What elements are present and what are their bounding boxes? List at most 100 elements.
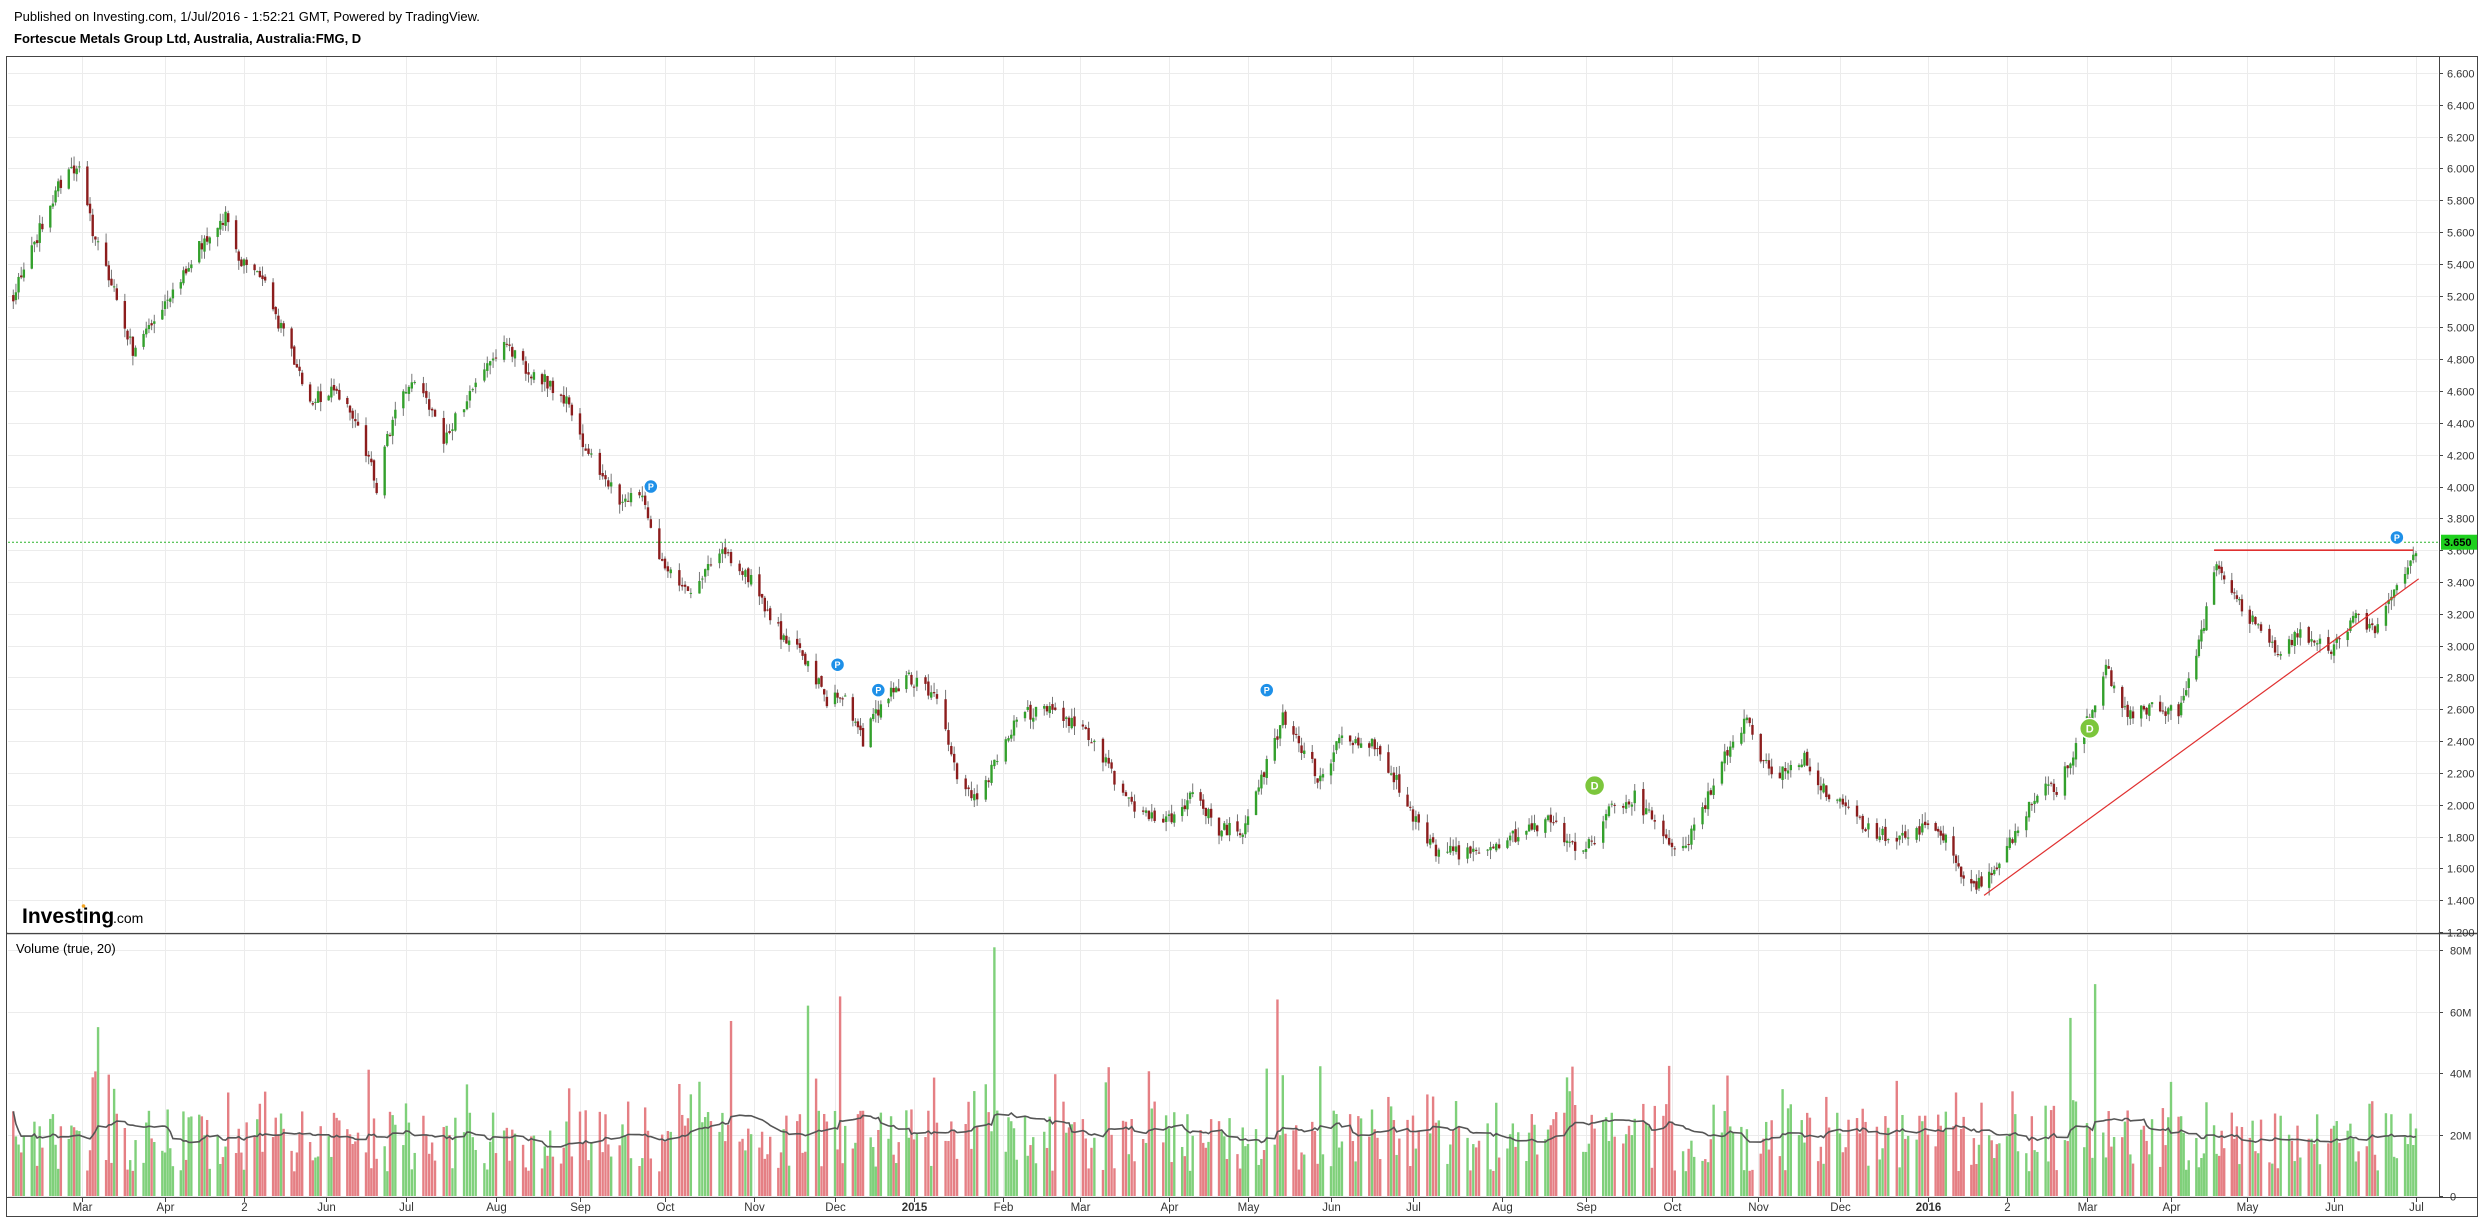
volume-bar — [1977, 1144, 1981, 1196]
candle-body — [910, 674, 913, 685]
event-marker-circle[interactable] — [870, 682, 887, 698]
candle-body — [182, 270, 185, 284]
candle-body — [1034, 706, 1038, 717]
candle-body — [2217, 565, 2221, 569]
candle — [261, 266, 264, 286]
event-marker-circle[interactable] — [1583, 774, 1606, 797]
candle-body — [1806, 751, 1809, 766]
candle — [2332, 640, 2336, 664]
candle — [2066, 765, 2069, 778]
candle-body — [2332, 644, 2336, 656]
event-markers[interactable]: P P P P D D P — [643, 478, 2405, 797]
candle — [1273, 728, 1276, 764]
event-marker-d[interactable]: D — [1583, 774, 1606, 797]
candle — [1881, 826, 1884, 840]
event-marker-p[interactable]: P — [1258, 682, 1275, 698]
candle-body — [587, 448, 590, 454]
candle-body — [604, 475, 607, 480]
volume-bar — [763, 1158, 766, 1196]
event-marker-circle[interactable] — [2389, 529, 2405, 546]
candle — [2276, 644, 2280, 658]
event-marker-p[interactable]: P — [829, 656, 846, 673]
volume-bar — [1527, 1132, 1531, 1196]
candle — [1110, 759, 1113, 774]
volume-bar — [2052, 1105, 2056, 1196]
candle — [2145, 706, 2148, 720]
event-marker-p[interactable]: P — [643, 478, 659, 495]
candle — [841, 696, 844, 707]
event-marker-circle[interactable] — [829, 656, 846, 673]
candle-body — [1546, 815, 1550, 821]
event-marker-circle[interactable] — [2078, 717, 2101, 740]
candle-body — [658, 528, 661, 560]
candle-body — [1622, 806, 1625, 808]
volume-bar — [134, 1140, 137, 1196]
event-marker-p[interactable]: P — [870, 682, 887, 698]
volume-bar — [1398, 1138, 1401, 1196]
candle-body — [1220, 830, 1223, 837]
candle — [1770, 758, 1773, 779]
candle-body — [1977, 877, 1981, 889]
event-marker-d[interactable]: D — [2078, 717, 2101, 740]
volume-bar — [2384, 1113, 2388, 1196]
volume-bar — [2251, 1120, 2254, 1196]
event-marker-circle[interactable] — [643, 478, 659, 495]
candle-body — [483, 369, 486, 381]
volume-bar — [277, 1134, 280, 1196]
volume-bar — [2069, 1017, 2072, 1196]
volume-bar — [930, 1165, 933, 1196]
candle-body — [686, 586, 690, 591]
time-tick-label: Sep — [1576, 1202, 1596, 1214]
volume-bar — [2223, 1148, 2226, 1196]
candle-body — [1406, 794, 1409, 807]
event-marker-circle[interactable] — [1258, 682, 1275, 698]
candle — [2008, 829, 2011, 850]
candle-body — [1759, 733, 1762, 762]
candle-body — [1954, 855, 1958, 863]
volume-bar — [1446, 1163, 1449, 1196]
candle-body — [1673, 848, 1676, 850]
candle — [35, 234, 39, 248]
candle-body — [2315, 643, 2319, 645]
volume-bar — [1593, 1128, 1596, 1196]
candle — [59, 175, 63, 194]
event-marker-p[interactable]: P — [2389, 529, 2405, 546]
candle-body — [486, 363, 489, 371]
candle-body — [766, 609, 769, 611]
candle — [2052, 778, 2056, 801]
candle — [1477, 847, 1481, 854]
trend-line[interactable] — [1983, 578, 2420, 896]
candle — [2392, 589, 2396, 607]
candle — [1370, 738, 1374, 749]
volume-bar — [749, 1134, 753, 1196]
volume-bar — [1624, 1134, 1628, 1196]
candle — [91, 208, 94, 243]
volume-bar — [505, 1127, 509, 1196]
candle — [445, 424, 448, 446]
candle — [729, 549, 733, 567]
volume-bar — [274, 1117, 277, 1196]
candle — [263, 274, 267, 283]
volume-bar — [486, 1169, 489, 1196]
volume-bar — [833, 1110, 837, 1196]
candle-body — [370, 458, 373, 463]
candle — [1624, 794, 1628, 814]
volume-bar — [2329, 1128, 2333, 1196]
volume-bar — [1414, 1148, 1418, 1196]
volume-bar — [567, 1088, 571, 1196]
volume-bar — [646, 1130, 650, 1196]
candle — [2030, 802, 2034, 811]
candle — [1952, 826, 1955, 864]
candle — [1554, 812, 1558, 824]
candle — [1918, 819, 1921, 842]
candle-body — [944, 699, 947, 730]
candle-body — [402, 391, 405, 409]
volume-bar — [950, 1121, 953, 1196]
candle-body — [1373, 739, 1376, 750]
volume-bar — [2390, 1114, 2393, 1196]
volume-bar — [1759, 1153, 1762, 1196]
candle-body — [300, 372, 304, 385]
volume-bar — [1223, 1136, 1226, 1196]
candle — [1797, 763, 1801, 771]
